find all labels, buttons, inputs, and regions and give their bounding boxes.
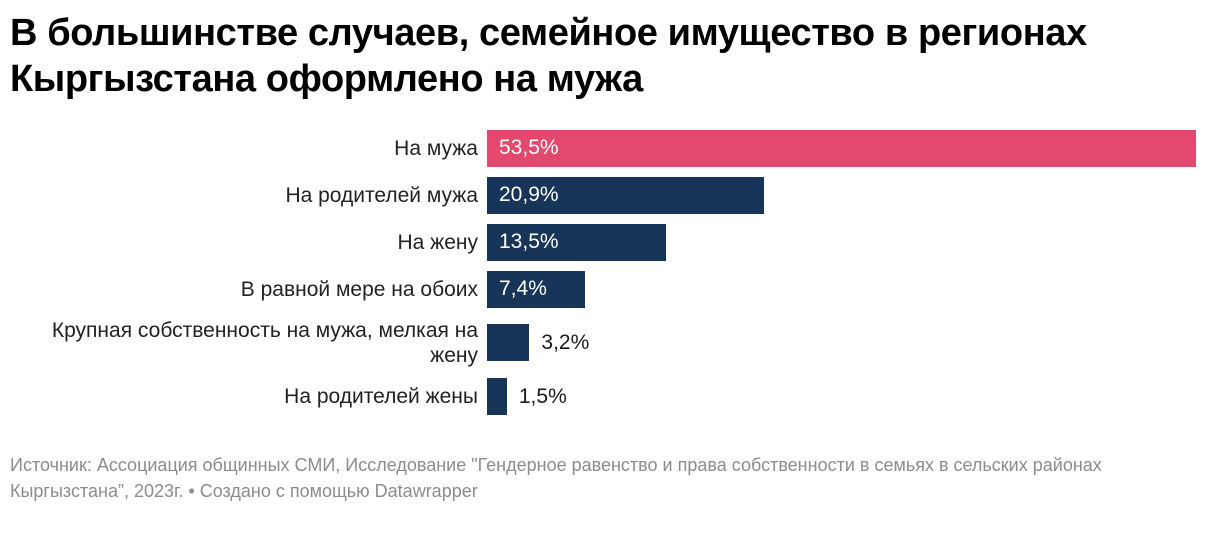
bar: 7,4% <box>487 270 586 308</box>
category-label: На жену <box>397 230 478 254</box>
category-label: Крупная собственность на мужа, мелкая на… <box>51 318 478 367</box>
category-label: На родителей мужа <box>285 183 478 207</box>
value-label: 20,9% <box>499 183 559 207</box>
value-label: 1,5% <box>518 384 567 408</box>
bar <box>487 378 507 416</box>
horizontal-bar-chart: На мужа 53,5% На родителей мужа 20,9% На жен… <box>10 129 1208 416</box>
bar: 13,5% <box>487 223 666 261</box>
value-label: 13,5% <box>499 230 559 254</box>
bar-row: На родителей мужа 20,9% <box>10 176 1208 214</box>
page-title: В большинстве случаев, семейное имуществ… <box>10 10 1208 103</box>
category-label: На родителей жены <box>284 385 478 408</box>
bar <box>487 324 530 362</box>
bar-track: 1,5% <box>487 378 1196 416</box>
bar-row: На жену 13,5% <box>10 223 1208 261</box>
category-label: В равной мере на обоих <box>240 277 478 301</box>
value-label: 53,5% <box>499 136 559 160</box>
bar-track: 7,4% <box>487 270 1196 308</box>
category-label: На мужа <box>394 136 478 160</box>
bar-row: На мужа 53,5% <box>10 129 1208 167</box>
bar-row: Крупная собственность на мужа, мелкая на… <box>10 318 1208 368</box>
bar-row: На родителей жены 1,5% <box>10 378 1208 416</box>
bar: 53,5% <box>487 129 1196 167</box>
title-line-1: В большинстве случаев, семейное имуществ… <box>10 12 1087 54</box>
bar-track: 3,2% <box>487 324 1196 362</box>
source-note: Источник: Ассоциация общинных СМИ, Иссле… <box>10 455 1102 502</box>
bar-track: 20,9% <box>487 176 1196 214</box>
value-label: 7,4% <box>499 277 547 301</box>
bar-track: 53,5% <box>487 129 1196 167</box>
bar: 20,9% <box>487 176 764 214</box>
bar-row: В равной мере на обоих 7,4% <box>10 270 1208 308</box>
title-line-2: Кыргызстана оформлено на мужа <box>10 58 643 101</box>
bar-track: 13,5% <box>487 223 1196 261</box>
value-label: 3,2% <box>541 330 590 354</box>
